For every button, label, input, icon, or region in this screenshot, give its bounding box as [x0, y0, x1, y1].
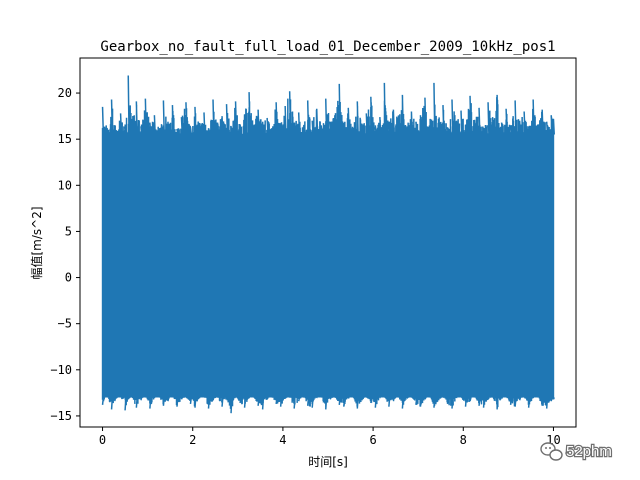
watermark: 52phm: [540, 442, 613, 461]
y-tick-label: 10: [58, 178, 72, 192]
y-axis: −15 −10 −5 0 5 10 15 20: [50, 86, 80, 423]
plot-frame: [79, 57, 577, 428]
x-axis-label: 时间[s]: [308, 455, 348, 469]
watermark-text: 52phm: [566, 443, 612, 460]
signal-trace: [101, 75, 555, 414]
x-tick-label: 0: [99, 433, 106, 447]
y-tick-label: −15: [50, 409, 72, 423]
x-tick-label: 4: [279, 433, 286, 447]
y-tick-label: −10: [50, 363, 72, 377]
x-tick-label: 8: [460, 433, 467, 447]
y-tick-label: 20: [58, 86, 72, 100]
y-tick-label: −5: [58, 317, 72, 331]
x-tick-label: 6: [369, 433, 376, 447]
y-axis-label: 幅值[m/s^2]: [29, 206, 44, 279]
y-tick-label: 5: [65, 224, 72, 238]
y-tick-label: 0: [65, 271, 72, 285]
chart-title: Gearbox_no_fault_full_load_01_December_2…: [100, 39, 555, 55]
x-tick-label: 2: [189, 433, 196, 447]
y-tick-label: 15: [58, 132, 72, 146]
signal-line: [101, 75, 555, 414]
wechat-icon: [540, 442, 563, 461]
